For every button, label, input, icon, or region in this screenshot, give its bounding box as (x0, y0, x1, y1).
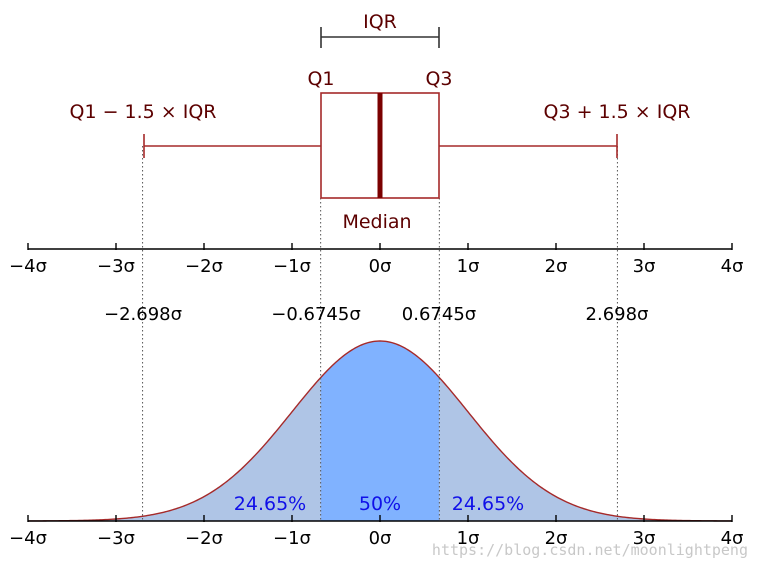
axis-tick-label: 4σ (721, 528, 744, 549)
region-label-left: 24.65% (234, 493, 306, 515)
axis-tick-label: −3σ (97, 528, 135, 549)
axis-tick-label: 0σ (369, 528, 392, 549)
iqr-bracket (320, 27, 440, 48)
axis-tick-label: 1σ (457, 256, 480, 277)
marker-label-pos-2698: 2.698σ (586, 304, 649, 325)
axis-tick-label: 0σ (369, 256, 392, 277)
axis-tick-label: 2σ (545, 528, 568, 549)
axis-tick-label: −2σ (185, 528, 223, 549)
axis-tick-label: −1σ (273, 256, 311, 277)
watermark: https://blog.csdn.net/moonlightpeng (432, 541, 748, 559)
boxplot (143, 92, 618, 199)
q3-label: Q3 (425, 68, 452, 90)
axis-tick-label: 3σ (633, 256, 656, 277)
region-label-center: 50% (359, 493, 401, 515)
axis-tick-label: −4σ (9, 528, 47, 549)
marker-label-neg-06745: −0.6745σ (271, 304, 360, 325)
marker-label-neg-2698: −2.698σ (104, 304, 182, 325)
median-label: Median (342, 211, 411, 233)
region-fill-left (142, 377, 321, 521)
q1-label: Q1 (307, 68, 334, 90)
marker-label-pos-06745: 0.6745σ (402, 304, 476, 325)
axis-tick-label: −4σ (9, 256, 47, 277)
axis-tick-label: 4σ (721, 256, 744, 277)
axis-tick-label: 2σ (545, 256, 568, 277)
axis-tick-label: 1σ (457, 528, 480, 549)
axis-tick-label: −1σ (273, 528, 311, 549)
normal-curve (27, 340, 733, 522)
axis-top: −4σ −3σ −2σ −1σ 0σ 1σ 2σ 3σ 4σ (9, 243, 743, 277)
axis-tick-label: 3σ (633, 528, 656, 549)
axis-tick-label: −3σ (97, 256, 135, 277)
iqr-label: IQR (363, 11, 397, 33)
axis-tick-label: −2σ (185, 256, 223, 277)
region-label-right: 24.65% (452, 493, 524, 515)
region-fill-right (439, 377, 618, 521)
upper-fence-label: Q3 + 1.5 × IQR (543, 101, 690, 123)
guide-lines (142, 146, 618, 521)
axis-bottom: −4σ −3σ −2σ −1σ 0σ 1σ 2σ 3σ 4σ (9, 515, 743, 549)
region-fill-center (320, 341, 440, 521)
lower-fence-label: Q1 − 1.5 × IQR (69, 101, 216, 123)
